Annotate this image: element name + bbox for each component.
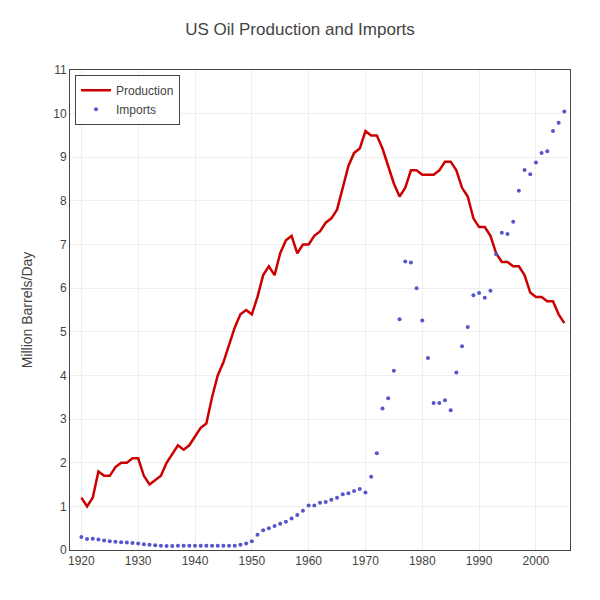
svg-text:1950: 1950 <box>238 554 265 568</box>
svg-text:4: 4 <box>60 369 67 383</box>
svg-text:1980: 1980 <box>409 554 436 568</box>
svg-text:1960: 1960 <box>295 554 322 568</box>
svg-text:2: 2 <box>60 456 67 470</box>
svg-text:2000: 2000 <box>523 554 550 568</box>
svg-text:1920: 1920 <box>68 554 95 568</box>
svg-text:1940: 1940 <box>182 554 209 568</box>
svg-text:1930: 1930 <box>125 554 152 568</box>
svg-text:10: 10 <box>53 107 67 121</box>
svg-text:6: 6 <box>60 281 67 295</box>
svg-text:Imports: Imports <box>116 103 156 117</box>
svg-text:3: 3 <box>60 412 67 426</box>
svg-text:7: 7 <box>60 238 67 252</box>
svg-text:Production: Production <box>116 84 173 98</box>
svg-text:8: 8 <box>60 194 67 208</box>
svg-text:1970: 1970 <box>352 554 379 568</box>
svg-text:0: 0 <box>60 543 67 557</box>
svg-text:5: 5 <box>60 325 67 339</box>
svg-text:9: 9 <box>60 150 67 164</box>
svg-text:Million Barrels/Day: Million Barrels/Day <box>19 252 35 369</box>
svg-text:1: 1 <box>60 500 67 514</box>
svg-text:1990: 1990 <box>466 554 493 568</box>
svg-text:11: 11 <box>54 63 67 77</box>
svg-text:US Oil Production and Imports: US Oil Production and Imports <box>185 20 415 39</box>
